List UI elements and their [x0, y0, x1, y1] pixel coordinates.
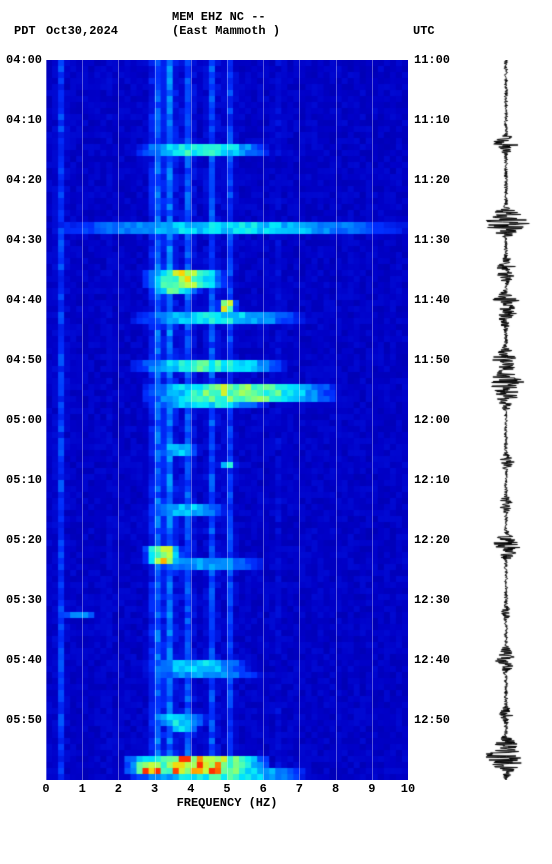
- y-left-tick: 05:10: [6, 473, 42, 487]
- y-right-tick: 11:10: [414, 113, 450, 127]
- y-left-tick: 04:30: [6, 233, 42, 247]
- y-right-tick: 12:30: [414, 593, 450, 607]
- y-right-tick: 11:40: [414, 293, 450, 307]
- y-right-tick: 11:30: [414, 233, 450, 247]
- gridline-vertical: [372, 60, 373, 780]
- gridline-vertical: [299, 60, 300, 780]
- x-tick: 2: [115, 782, 122, 796]
- right-timezone: UTC: [413, 24, 435, 38]
- y-left-tick: 04:20: [6, 173, 42, 187]
- gridline-vertical: [191, 60, 192, 780]
- x-tick: 3: [151, 782, 158, 796]
- y-right-tick: 12:40: [414, 653, 450, 667]
- x-tick: 8: [332, 782, 339, 796]
- seismic-spectrogram-page: { "header": { "station": "MEM EHZ NC --"…: [0, 0, 552, 864]
- y-right-tick: 12:20: [414, 533, 450, 547]
- gridline-vertical: [82, 60, 83, 780]
- gridline-vertical: [227, 60, 228, 780]
- y-right-tick: 12:10: [414, 473, 450, 487]
- gridline-vertical: [408, 60, 409, 780]
- gridline-vertical: [155, 60, 156, 780]
- y-left-tick: 05:40: [6, 653, 42, 667]
- x-axis-title: FREQUENCY (HZ): [46, 796, 408, 810]
- gridline-vertical: [118, 60, 119, 780]
- station-location: (East Mammoth ): [172, 24, 280, 38]
- y-right-tick: 12:50: [414, 713, 450, 727]
- gridline-vertical: [263, 60, 264, 780]
- y-left-tick: 04:00: [6, 53, 42, 67]
- x-tick: 6: [260, 782, 267, 796]
- gridline-vertical: [336, 60, 337, 780]
- x-tick: 4: [187, 782, 194, 796]
- x-tick: 10: [401, 782, 415, 796]
- gridline-vertical: [46, 60, 47, 780]
- y-left-tick: 05:00: [6, 413, 42, 427]
- y-left-tick: 04:10: [6, 113, 42, 127]
- header-date: Oct30,2024: [46, 24, 118, 38]
- station-code: MEM EHZ NC --: [172, 10, 266, 24]
- y-right-tick: 11:00: [414, 53, 450, 67]
- x-tick: 0: [42, 782, 49, 796]
- y-left-tick: 05:20: [6, 533, 42, 547]
- y-left-tick: 05:30: [6, 593, 42, 607]
- x-tick: 1: [79, 782, 86, 796]
- waveform-canvas: [478, 60, 534, 780]
- left-timezone: PDT: [14, 24, 36, 38]
- y-right-tick: 11:20: [414, 173, 450, 187]
- y-left-tick: 04:40: [6, 293, 42, 307]
- y-left-tick: 05:50: [6, 713, 42, 727]
- y-right-tick: 12:00: [414, 413, 450, 427]
- x-tick: 9: [368, 782, 375, 796]
- x-tick: 5: [223, 782, 230, 796]
- y-left-tick: 04:50: [6, 353, 42, 367]
- y-right-tick: 11:50: [414, 353, 450, 367]
- y-axis-left-labels: 04:0004:1004:2004:3004:4004:5005:0005:10…: [6, 60, 44, 780]
- y-axis-right-labels: 11:0011:1011:2011:3011:4011:5012:0012:10…: [414, 60, 452, 780]
- waveform-panel: [478, 60, 534, 780]
- x-tick: 7: [296, 782, 303, 796]
